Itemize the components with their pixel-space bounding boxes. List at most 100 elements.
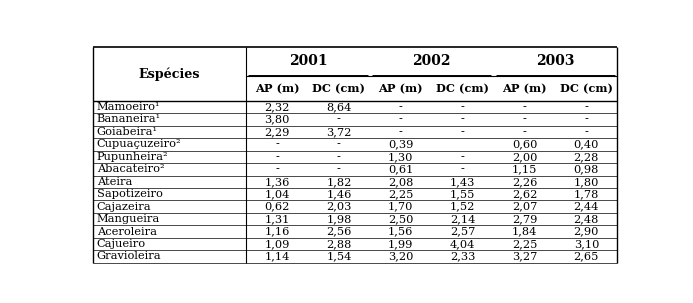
Text: Pupunheira²: Pupunheira² bbox=[97, 152, 168, 162]
Text: -: - bbox=[461, 164, 464, 174]
Text: 2,00: 2,00 bbox=[512, 152, 537, 162]
Text: 2,88: 2,88 bbox=[326, 239, 351, 249]
Text: 2001: 2001 bbox=[289, 55, 327, 68]
Text: -: - bbox=[275, 139, 279, 149]
Text: Mangueira: Mangueira bbox=[97, 214, 160, 224]
Text: Goiabeira¹: Goiabeira¹ bbox=[97, 127, 158, 137]
Text: -: - bbox=[399, 102, 403, 112]
Text: -: - bbox=[337, 139, 341, 149]
Text: 2,07: 2,07 bbox=[512, 201, 537, 211]
Text: 1,36: 1,36 bbox=[264, 177, 290, 187]
Text: Bananeira¹: Bananeira¹ bbox=[97, 115, 161, 125]
Text: -: - bbox=[399, 127, 403, 137]
Text: 1,78: 1,78 bbox=[574, 189, 599, 199]
Text: -: - bbox=[461, 115, 464, 125]
Text: 2,28: 2,28 bbox=[574, 152, 599, 162]
Text: 0,39: 0,39 bbox=[388, 139, 414, 149]
Text: 1,16: 1,16 bbox=[264, 227, 290, 237]
Text: -: - bbox=[275, 152, 279, 162]
Text: 2,48: 2,48 bbox=[574, 214, 599, 224]
Text: 2,90: 2,90 bbox=[574, 227, 599, 237]
Text: 2,57: 2,57 bbox=[450, 227, 475, 237]
Text: 1,98: 1,98 bbox=[326, 214, 351, 224]
Text: Aceroleira: Aceroleira bbox=[97, 227, 157, 237]
Text: 3,27: 3,27 bbox=[512, 251, 537, 261]
Text: -: - bbox=[523, 115, 527, 125]
Text: -: - bbox=[584, 102, 588, 112]
Text: 1,14: 1,14 bbox=[264, 251, 290, 261]
Text: 3,72: 3,72 bbox=[326, 127, 351, 137]
Text: -: - bbox=[461, 102, 464, 112]
Text: 1,43: 1,43 bbox=[450, 177, 475, 187]
Text: 2002: 2002 bbox=[412, 55, 451, 68]
Text: 1,09: 1,09 bbox=[264, 239, 290, 249]
Text: 0,60: 0,60 bbox=[512, 139, 537, 149]
Text: 1,30: 1,30 bbox=[388, 152, 414, 162]
Text: 1,70: 1,70 bbox=[388, 201, 414, 211]
Text: 1,15: 1,15 bbox=[512, 164, 537, 174]
Text: 0,62: 0,62 bbox=[264, 201, 290, 211]
Text: 2,44: 2,44 bbox=[574, 201, 599, 211]
Text: Cupuaçuzeiro²: Cupuaçuzeiro² bbox=[97, 139, 182, 149]
Text: DC (cm): DC (cm) bbox=[560, 83, 613, 94]
Text: 2,14: 2,14 bbox=[450, 214, 475, 224]
Text: AP (m): AP (m) bbox=[255, 83, 299, 94]
Text: AP (m): AP (m) bbox=[502, 83, 547, 94]
Text: 1,99: 1,99 bbox=[388, 239, 414, 249]
Text: -: - bbox=[337, 152, 341, 162]
Text: 3,80: 3,80 bbox=[264, 115, 290, 125]
Text: 2,25: 2,25 bbox=[512, 239, 537, 249]
Text: -: - bbox=[584, 115, 588, 125]
Text: 1,80: 1,80 bbox=[574, 177, 599, 187]
Text: 1,46: 1,46 bbox=[326, 189, 351, 199]
Text: Sapotizeiro: Sapotizeiro bbox=[97, 189, 163, 199]
Text: 2,65: 2,65 bbox=[574, 251, 599, 261]
Text: -: - bbox=[523, 127, 527, 137]
Text: -: - bbox=[461, 127, 464, 137]
Text: 3,10: 3,10 bbox=[574, 239, 599, 249]
Text: Abacateiro²: Abacateiro² bbox=[97, 164, 164, 174]
Text: Ateira: Ateira bbox=[97, 177, 132, 187]
Text: 2,62: 2,62 bbox=[512, 189, 537, 199]
Text: AP (m): AP (m) bbox=[378, 83, 423, 94]
Text: 1,31: 1,31 bbox=[264, 214, 290, 224]
Text: 0,61: 0,61 bbox=[388, 164, 414, 174]
Text: -: - bbox=[399, 115, 403, 125]
Text: -: - bbox=[275, 164, 279, 174]
Text: 3,20: 3,20 bbox=[388, 251, 414, 261]
Text: 2,56: 2,56 bbox=[326, 227, 351, 237]
Text: 2,26: 2,26 bbox=[512, 177, 537, 187]
Text: 0,98: 0,98 bbox=[574, 164, 599, 174]
Text: 2,29: 2,29 bbox=[264, 127, 290, 137]
Text: 8,64: 8,64 bbox=[326, 102, 351, 112]
Text: 2,25: 2,25 bbox=[388, 189, 414, 199]
Text: 2,33: 2,33 bbox=[450, 251, 475, 261]
Text: Cajueiro: Cajueiro bbox=[97, 239, 146, 249]
Text: 1,54: 1,54 bbox=[326, 251, 351, 261]
Text: 1,55: 1,55 bbox=[450, 189, 475, 199]
Text: 1,82: 1,82 bbox=[326, 177, 351, 187]
Text: Cajazeira: Cajazeira bbox=[97, 201, 152, 211]
Text: -: - bbox=[584, 127, 588, 137]
Text: 2,08: 2,08 bbox=[388, 177, 414, 187]
Text: 2,32: 2,32 bbox=[264, 102, 290, 112]
Text: -: - bbox=[461, 152, 464, 162]
Text: DC (cm): DC (cm) bbox=[436, 83, 489, 94]
Text: 0,40: 0,40 bbox=[574, 139, 599, 149]
Text: -: - bbox=[337, 115, 341, 125]
Text: DC (cm): DC (cm) bbox=[313, 83, 365, 94]
Text: -: - bbox=[337, 164, 341, 174]
Text: 4,04: 4,04 bbox=[450, 239, 475, 249]
Text: 2,79: 2,79 bbox=[512, 214, 537, 224]
Text: -: - bbox=[523, 102, 527, 112]
Text: 2003: 2003 bbox=[536, 55, 574, 68]
Text: 1,84: 1,84 bbox=[512, 227, 537, 237]
Text: 1,04: 1,04 bbox=[264, 189, 290, 199]
Text: 2,03: 2,03 bbox=[326, 201, 351, 211]
Text: 1,56: 1,56 bbox=[388, 227, 414, 237]
Text: Espécies: Espécies bbox=[139, 67, 200, 81]
Text: 2,50: 2,50 bbox=[388, 214, 414, 224]
Text: Gravioleira: Gravioleira bbox=[97, 251, 161, 261]
Text: 1,52: 1,52 bbox=[450, 201, 475, 211]
Text: Mamoeiro¹: Mamoeiro¹ bbox=[97, 102, 160, 112]
